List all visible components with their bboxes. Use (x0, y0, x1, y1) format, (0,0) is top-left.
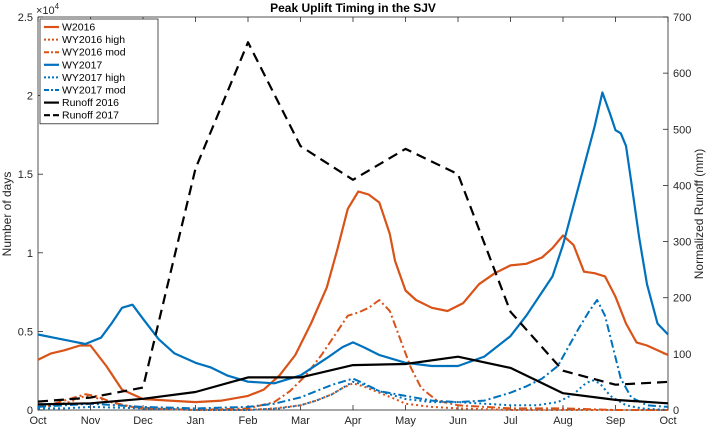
y-right-tick-label: 300 (673, 237, 691, 249)
y-left-tick-label: 1 (27, 248, 33, 260)
y-right-tick-label: 200 (673, 293, 691, 305)
y-left-tick-label: 0.5 (18, 326, 33, 338)
y-left-tick-label: 2 (27, 91, 33, 103)
legend-label: WY2017 high (62, 72, 125, 84)
x-tick-label: Nov (81, 415, 101, 427)
legend-label: W2016 (62, 22, 95, 34)
y-right-tick-label: 500 (673, 124, 691, 136)
legend-label: WY2016 high (62, 34, 125, 46)
x-tick-label: Jul (503, 415, 517, 427)
left-exponent-power: 4 (55, 2, 60, 11)
x-tick-label: Apr (344, 415, 361, 427)
series-line-wy2016-mod (37, 299, 668, 411)
legend-label: WY2017 (62, 59, 102, 71)
x-tick-label: Jan (187, 415, 205, 427)
x-tick-label: Dec (133, 415, 153, 427)
series-line-runoff-2017 (37, 41, 669, 403)
left-exponent-base: ×10 (36, 5, 55, 17)
y-right-tick-label: 600 (673, 68, 691, 80)
x-tick-label: Oct (659, 415, 676, 427)
legend-label: WY2017 mod (62, 85, 126, 97)
y-right-tick-label: 100 (673, 349, 691, 361)
legend-label: Runoff 2016 (62, 97, 119, 109)
y-right-tick-label: 0 (673, 405, 679, 417)
x-tick-label: Aug (553, 415, 573, 427)
series-line-wy2017-mod (37, 299, 669, 410)
legend-label: Runoff 2017 (62, 110, 119, 122)
chart-title: Peak Uplift Timing in the SJV (270, 1, 436, 15)
series-line-w2016 (37, 190, 669, 404)
x-tick-label: Oct (29, 415, 46, 427)
y-left-tick-label: 1.5 (18, 169, 33, 181)
left-exponent-label: ×104 (36, 2, 60, 17)
y-left-tick-label: 2.5 (18, 12, 33, 24)
y-right-tick-label: 700 (673, 12, 691, 24)
series-line-wy2017 (37, 91, 669, 385)
series-line-runoff-2016 (37, 355, 669, 406)
legend-box (39, 18, 159, 125)
y-right-tick-label: 400 (673, 180, 691, 192)
legend-label: WY2016 mod (62, 47, 126, 59)
y-left-tick-label: 0 (27, 405, 33, 417)
x-tick-label: May (395, 415, 416, 427)
x-tick-label: Feb (239, 415, 258, 427)
plot-area: Oct Nov Dec Jan Feb Mar Apr May Jun Jul Aug Sep Oct0… (18, 12, 692, 427)
x-tick-label: Jun (449, 415, 467, 427)
left-axis-title: Number of days (0, 172, 14, 257)
x-tick-label: Mar (291, 415, 310, 427)
right-axis-title: Normalized Runoff (mm) (692, 149, 706, 279)
x-tick-label: Sep (606, 415, 626, 427)
